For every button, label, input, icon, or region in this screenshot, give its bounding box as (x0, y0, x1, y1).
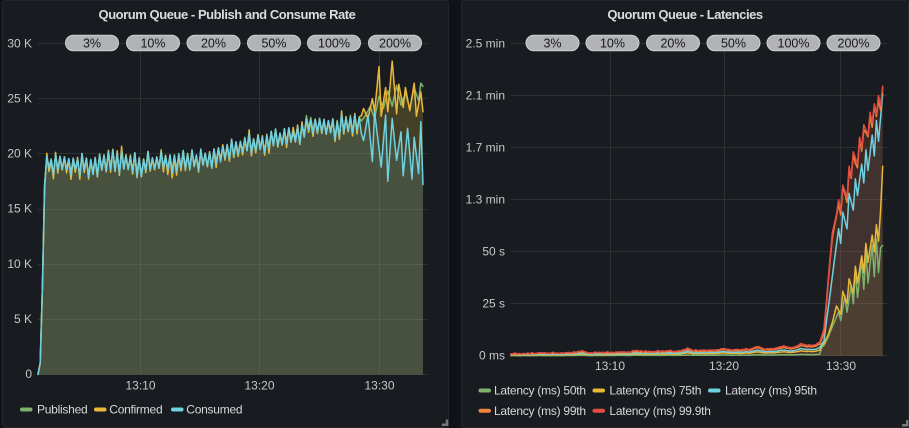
svg-text:0: 0 (25, 367, 32, 381)
svg-text:10%: 10% (140, 36, 165, 50)
svg-text:Latency (ms) 99th: Latency (ms) 99th (494, 404, 586, 418)
svg-text:200%: 200% (379, 36, 411, 50)
svg-text:50%: 50% (261, 36, 286, 50)
svg-text:13:30: 13:30 (364, 379, 394, 393)
svg-text:13:30: 13:30 (826, 359, 856, 373)
svg-text:Consumed: Consumed (186, 403, 242, 417)
svg-text:10%: 10% (600, 36, 625, 50)
svg-text:Latency (ms) 75th: Latency (ms) 75th (609, 384, 701, 398)
svg-text:Confirmed: Confirmed (109, 403, 162, 417)
svg-text:Quorum Queue - Latencies: Quorum Queue - Latencies (607, 7, 763, 22)
svg-text:2.5 min: 2.5 min (466, 36, 505, 50)
svg-text:25 s: 25 s (482, 297, 505, 311)
svg-text:1.3 min: 1.3 min (466, 193, 505, 207)
svg-text:Quorum Queue - Publish and Con: Quorum Queue - Publish and Consume Rate (99, 7, 356, 22)
svg-text:13:20: 13:20 (709, 359, 739, 373)
svg-text:Latency (ms) 99.9th: Latency (ms) 99.9th (609, 404, 710, 418)
svg-text:25 K: 25 K (7, 92, 32, 106)
svg-text:5 K: 5 K (14, 312, 32, 326)
svg-text:15 K: 15 K (7, 202, 32, 216)
svg-text:100%: 100% (778, 36, 810, 50)
svg-text:30 K: 30 K (7, 36, 32, 50)
svg-text:1.7 min: 1.7 min (466, 141, 505, 155)
svg-text:2.1 min: 2.1 min (466, 88, 505, 102)
svg-text:20 K: 20 K (7, 147, 32, 161)
svg-text:3%: 3% (83, 36, 101, 50)
svg-text:10 K: 10 K (7, 257, 32, 271)
svg-text:3%: 3% (543, 36, 561, 50)
svg-text:20%: 20% (201, 36, 226, 50)
svg-text:100%: 100% (318, 36, 350, 50)
svg-text:13:10: 13:10 (125, 379, 155, 393)
svg-text:Latency (ms) 95th: Latency (ms) 95th (725, 384, 817, 398)
svg-text:200%: 200% (838, 36, 870, 50)
svg-text:Published: Published (37, 403, 87, 417)
svg-text:13:20: 13:20 (244, 379, 274, 393)
svg-text:0 ms: 0 ms (479, 349, 505, 363)
svg-text:Latency (ms) 50th: Latency (ms) 50th (494, 384, 586, 398)
svg-text:13:10: 13:10 (595, 359, 625, 373)
svg-text:20%: 20% (660, 36, 685, 50)
svg-text:50%: 50% (721, 36, 746, 50)
svg-text:50 s: 50 s (482, 245, 505, 259)
